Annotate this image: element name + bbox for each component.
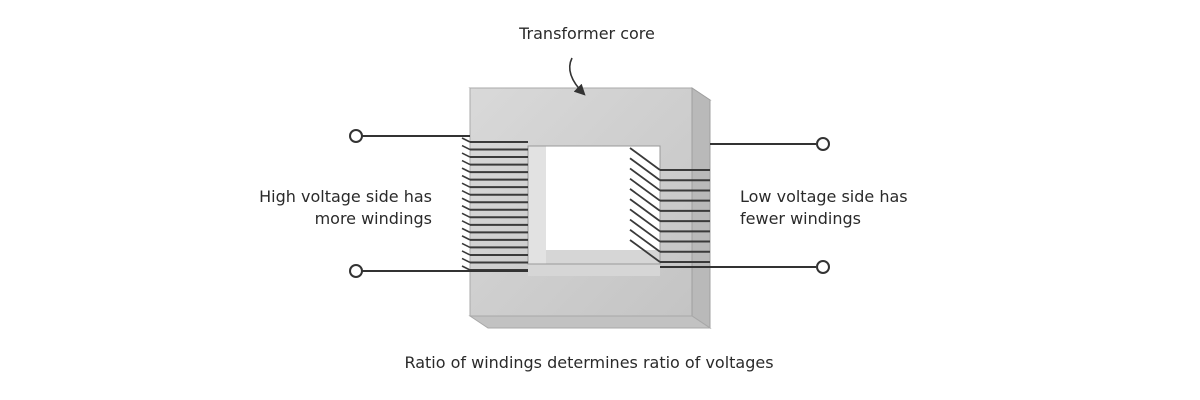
secondary-winding-turn-side [629,157,661,181]
primary-winding-turn-side [461,257,471,264]
secondary-winding-turn-side [629,198,661,222]
core-window [527,145,661,265]
core-side-face [691,87,711,329]
primary-winding-turn-side [461,182,471,188]
primary-top-terminal-icon [349,129,363,143]
secondary-winding-turn-side [629,188,661,212]
primary-winding-turn-side [461,197,471,203]
secondary-winding-turn-side [629,239,661,263]
secondary-bottom-terminal-icon [816,260,830,274]
secondary-winding-turn-side [629,229,661,253]
secondary-winding-turn-side [629,147,661,171]
primary-winding-turn-side [461,152,471,158]
primary-winding-turn-side [461,137,471,143]
primary-winding-turn-side [461,220,471,226]
primary-bottom-terminal-icon [349,264,363,278]
core-label-text: Transformer core [519,24,655,43]
secondary-winding-turn-side [629,218,661,243]
low-voltage-label-line2: fewer windings [740,209,861,228]
diagram-caption-text: Ratio of windings determines ratio of vo… [404,353,774,372]
primary-winding-turn-side [461,159,471,166]
secondary-winding-turn-side [629,177,661,202]
secondary-winding-turn-side [629,167,661,192]
secondary-winding [629,147,710,263]
core-bottom-face [468,315,712,329]
primary-winding-turn-side [461,235,471,241]
primary-winding-turn-side [461,227,471,234]
high-voltage-label-line2: more windings [314,209,432,228]
core-window-bottom-shade [528,250,660,276]
secondary-top-terminal-icon [816,137,830,151]
low-voltage-label: Low voltage side has fewer windings [740,186,908,230]
low-voltage-label-line1: Low voltage side has [740,187,908,206]
primary-winding-turn-side [461,250,471,256]
primary-winding-turn-side [461,144,471,151]
primary-winding-turn-side [461,167,471,173]
high-voltage-label-line1: High voltage side has [259,187,432,206]
curved-arrow-icon [568,57,586,96]
primary-winding-turn-side [461,205,471,211]
core-window-outline [527,145,661,265]
primary-winding-turn-side [461,212,471,219]
high-voltage-label: High voltage side has more windings [259,186,432,230]
core-window-left-shade [528,146,546,264]
core-label: Transformer core [0,23,1174,45]
secondary-winding-turn-side [629,208,661,233]
primary-winding-turn-side [461,265,471,271]
primary-winding-turn-side [461,242,471,249]
primary-winding-turn-side [461,189,471,196]
diagram-caption: Ratio of windings determines ratio of vo… [0,352,1178,374]
primary-winding-turn-side [461,174,471,181]
